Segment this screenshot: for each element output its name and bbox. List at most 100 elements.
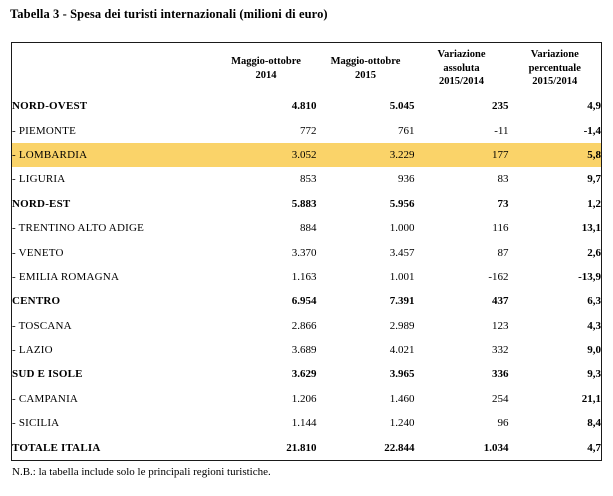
variation-absolute: 336 — [492, 368, 509, 381]
header-may-oct-2014: Maggio-ottobre 2014 — [231, 55, 301, 81]
header-region-empty — [12, 43, 216, 95]
value-2015: 4.021 — [389, 344, 415, 357]
value-2015: 3.229 — [316, 142, 415, 168]
region-label: - LOMBARDIA — [11, 142, 216, 168]
value-2015: 1.460 — [389, 392, 415, 405]
value-2015: 5.045 — [389, 100, 415, 113]
variation-absolute: 254 — [492, 392, 509, 405]
variation-percent: 4,7 — [587, 441, 601, 454]
value-2014: 853 — [300, 173, 317, 186]
variation-percent: 9,7 — [587, 173, 601, 186]
value-2014: 772 — [300, 124, 317, 137]
value-2015: 7.391 — [389, 295, 415, 308]
region-label: NORD-EST — [12, 197, 71, 210]
region-label: - LIGURIA — [12, 173, 66, 186]
region-label: - CAMPANIA — [12, 392, 79, 405]
header-variation-percent: Variazione percentuale 2015/2014 — [528, 49, 581, 88]
variation-percent: 4,3 — [587, 319, 601, 332]
table-header: Maggio-ottobre 2014 Maggio-ottobre 2015 … — [12, 43, 602, 95]
table-row: NORD-EST 5.883 5.956 73 1,2 — [12, 192, 602, 216]
value-2015: 1.001 — [389, 270, 415, 283]
value-2015: 3.965 — [389, 368, 415, 381]
variation-absolute: 177 — [414, 142, 509, 168]
variation-absolute: 235 — [492, 100, 509, 113]
variation-percent: 4,9 — [587, 100, 601, 113]
footnote: N.B.: la tabella include solo le princip… — [12, 466, 271, 478]
value-2015: 22.844 — [384, 441, 415, 454]
table-row: CENTRO 6.954 7.391 437 6,3 — [12, 289, 602, 313]
table-row: - VENETO 3.370 3.457 87 2,6 — [12, 240, 602, 264]
value-2015: 1.000 — [389, 222, 415, 235]
table-body: NORD-OVEST 4.810 5.045 235 4,9 - PIEMONT… — [11, 94, 602, 460]
region-label: - PIEMONTE — [12, 124, 77, 137]
value-2015: 2.989 — [389, 319, 415, 332]
table-row: - PIEMONTE 772 761 -11 -1,4 — [12, 118, 602, 142]
value-2014: 3.689 — [291, 344, 317, 357]
value-2014: 21.810 — [286, 441, 317, 454]
variation-absolute: 83 — [497, 173, 509, 186]
region-label: - LAZIO — [12, 344, 53, 357]
value-2014: 4.810 — [291, 100, 317, 113]
header-may-oct-2015: Maggio-ottobre 2015 — [330, 55, 401, 81]
header-variation-absolute: Variazione assoluta 2015/2014 — [437, 49, 486, 88]
value-2014: 884 — [300, 222, 317, 235]
variation-percent: 13,1 — [581, 222, 601, 235]
value-2015: 1.240 — [389, 417, 415, 430]
variation-percent: 6,3 — [587, 295, 601, 308]
spending-table: Maggio-ottobre 2014 Maggio-ottobre 2015 … — [11, 42, 602, 461]
variation-percent: 5,8 — [508, 142, 602, 168]
table-row: NORD-OVEST 4.810 5.045 235 4,9 — [12, 94, 602, 118]
variation-absolute: 1.034 — [483, 441, 509, 454]
table-row: - LAZIO 3.689 4.021 332 9,0 — [12, 338, 602, 362]
variation-percent: 8,4 — [587, 417, 601, 430]
variation-absolute: 73 — [497, 197, 509, 210]
variation-absolute: 123 — [492, 319, 509, 332]
value-2014: 2.866 — [291, 319, 317, 332]
region-label: - TRENTINO ALTO ADIGE — [12, 222, 145, 235]
region-label: - VENETO — [12, 246, 64, 259]
region-label: - SICILIA — [12, 417, 60, 430]
region-label: SUD E ISOLE — [12, 368, 83, 381]
region-label: - TOSCANA — [12, 319, 72, 332]
variation-percent: 2,6 — [587, 246, 601, 259]
variation-percent: 1,2 — [587, 197, 601, 210]
table-row: - SICILIA 1.144 1.240 96 8,4 — [12, 411, 602, 435]
value-2015: 761 — [398, 124, 415, 137]
value-2014: 3.052 — [215, 142, 317, 168]
region-label: - EMILIA ROMAGNA — [12, 270, 120, 283]
variation-absolute: -11 — [494, 124, 509, 137]
variation-percent: 9,0 — [587, 344, 601, 357]
value-2014: 5.883 — [291, 197, 317, 210]
value-2014: 1.144 — [291, 417, 317, 430]
table-row: - TRENTINO ALTO ADIGE 884 1.000 116 13,1 — [12, 216, 602, 240]
table-row: - EMILIA ROMAGNA 1.163 1.001 -162 -13,9 — [12, 265, 602, 289]
variation-percent: 21,1 — [581, 392, 601, 405]
variation-percent: -1,4 — [583, 124, 601, 137]
value-2015: 5.956 — [389, 197, 415, 210]
region-label: CENTRO — [12, 295, 61, 308]
value-2014: 3.629 — [291, 368, 317, 381]
variation-percent: 9,3 — [587, 368, 601, 381]
table-title: Tabella 3 - Spesa dei turisti internazio… — [10, 7, 328, 21]
value-2014: 1.206 — [291, 392, 317, 405]
table-row: - LOMBARDIA 3.052 3.229 177 5,8 — [11, 142, 602, 168]
variation-percent: -13,9 — [578, 270, 601, 283]
variation-absolute: 87 — [497, 246, 509, 259]
value-2014: 1.163 — [291, 270, 317, 283]
table-row: SUD E ISOLE 3.629 3.965 336 9,3 — [12, 362, 602, 386]
table-row: - CAMPANIA 1.206 1.460 254 21,1 — [12, 387, 602, 411]
variation-absolute: -162 — [488, 270, 509, 283]
value-2014: 3.370 — [291, 246, 317, 259]
region-label: NORD-OVEST — [12, 100, 88, 113]
variation-absolute: 116 — [492, 222, 509, 235]
value-2015: 3.457 — [389, 246, 415, 259]
variation-absolute: 332 — [492, 344, 509, 357]
variation-absolute: 437 — [492, 295, 509, 308]
value-2014: 6.954 — [291, 295, 317, 308]
variation-absolute: 96 — [497, 417, 509, 430]
value-2015: 936 — [398, 173, 415, 186]
table-row: TOTALE ITALIA 21.810 22.844 1.034 4,7 — [12, 435, 602, 460]
table-row: - LIGURIA 853 936 83 9,7 — [12, 167, 602, 191]
region-label: TOTALE ITALIA — [12, 441, 101, 454]
